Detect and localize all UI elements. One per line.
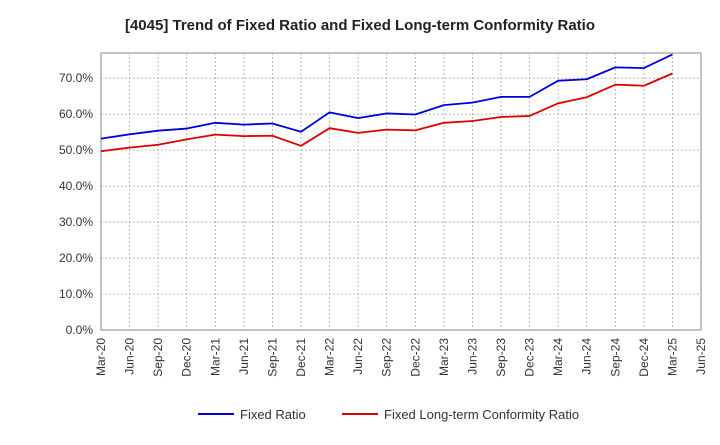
x-tick-label: Mar-23	[437, 338, 451, 376]
plot-area	[100, 52, 702, 331]
y-tick-label: 50.0%	[59, 143, 93, 157]
x-tick-label: Sep-20	[151, 338, 165, 377]
series-lines	[100, 53, 673, 153]
x-tick-label: Mar-20	[94, 338, 108, 376]
x-tick-label: Jun-21	[237, 338, 251, 375]
x-tick-label: Jun-25	[694, 338, 708, 375]
series-line-2	[100, 72, 673, 153]
x-tick-label: Jun-24	[580, 338, 594, 375]
y-tick-label: 20.0%	[59, 251, 93, 265]
legend: Fixed Ratio Fixed Long-term Conformity Ra…	[198, 407, 579, 422]
y-tick-label: 10.0%	[59, 287, 93, 301]
x-tick-label: Mar-22	[323, 338, 337, 376]
grid	[100, 52, 702, 331]
x-tick-label: Dec-21	[294, 338, 308, 377]
y-tick-label: 70.0%	[59, 71, 93, 85]
x-tick-label: Mar-24	[551, 338, 565, 376]
x-tick-label: Sep-23	[494, 338, 508, 377]
axes: 0.0% 10.0% 20.0% 30.0% 40.0% 50.0% 60.0% 70.0% M…	[59, 71, 708, 377]
chart-title: [4045] Trend of Fixed Ratio and Fixed Lo…	[125, 17, 595, 34]
x-tick-label: Mar-25	[665, 338, 679, 376]
x-tick-label: Sep-21	[265, 338, 279, 377]
legend-label-1: Fixed Ratio	[240, 407, 306, 422]
x-tick-label: Jun-23	[465, 338, 479, 375]
y-tick-label: 30.0%	[59, 215, 93, 229]
legend-label-2: Fixed Long-term Conformity Ratio	[384, 407, 579, 422]
x-tick-label: Mar-21	[208, 338, 222, 376]
x-tick-label: Sep-24	[608, 338, 622, 377]
x-tick-label: Dec-24	[637, 338, 651, 377]
y-tick-label: 0.0%	[66, 323, 94, 337]
x-tick-label: Dec-22	[408, 338, 422, 377]
x-tick-label: Jun-20	[123, 338, 137, 375]
y-tick-label: 60.0%	[59, 107, 93, 121]
x-tick-label: Jun-22	[351, 338, 365, 375]
y-tick-label: 40.0%	[59, 179, 93, 193]
x-tick-label: Dec-20	[180, 338, 194, 377]
x-tick-label: Sep-22	[380, 338, 394, 377]
series-line-1	[100, 53, 673, 140]
x-tick-label: Dec-23	[523, 338, 537, 377]
